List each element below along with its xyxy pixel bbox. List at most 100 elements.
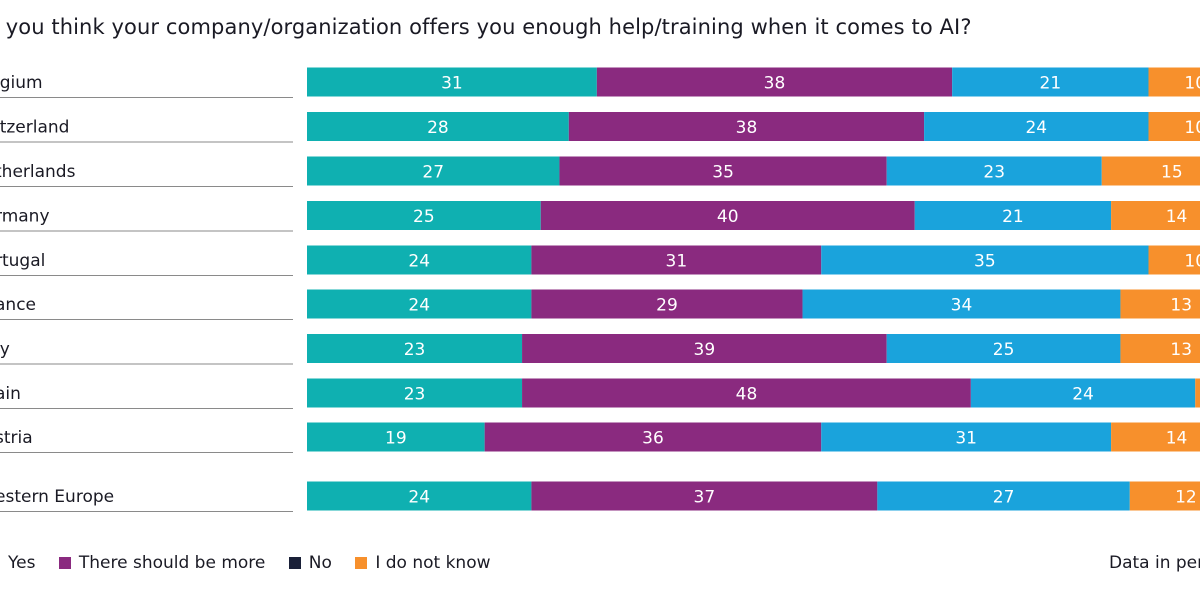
bar-rtugal-yes <box>307 245 532 275</box>
data-label-itzerland-no: 24 <box>1025 118 1047 138</box>
bar-itzerland-no <box>924 112 1149 141</box>
bar-ance-i-do-not-know <box>1120 289 1200 319</box>
bar-ly-there-should-be-more <box>522 334 887 363</box>
legend-label-there-should-be-more: There should be more <box>78 553 266 573</box>
data-label-ance-i-do-not-know: 13 <box>1170 296 1192 316</box>
data-label-itzerland-i-do-not-know: 10 <box>1184 118 1200 138</box>
bar-ance-yes <box>307 289 532 319</box>
data-label-therlands-i-do-not-know: 15 <box>1161 163 1183 183</box>
chart-legend: Yes There should be more No I do not kno… <box>0 553 509 575</box>
data-label-ly-yes: 23 <box>404 340 426 360</box>
category-label-itzerland: itzerland <box>0 118 69 138</box>
bar-itzerland-i-do-not-know <box>1148 112 1200 141</box>
data-label-estern-europe-yes: 24 <box>408 488 430 508</box>
bar-lgium-no <box>952 67 1149 97</box>
data-label-ance-yes: 24 <box>408 296 430 316</box>
data-label-lgium-no: 21 <box>1040 74 1062 94</box>
data-label-stria-i-do-not-know: 14 <box>1166 429 1188 449</box>
data-label-ain-there-should-be-more: 48 <box>736 385 758 405</box>
bar-rmany-yes <box>307 201 541 230</box>
bar-rmany-there-should-be-more <box>540 201 915 230</box>
category-label-ain: ain <box>0 384 21 404</box>
bar-rtugal-i-do-not-know <box>1148 245 1200 275</box>
category-label-rtugal: rtugal <box>0 251 45 271</box>
data-unit-note: Data in per <box>1109 553 1200 573</box>
bar-ain-yes <box>307 378 523 408</box>
bar-therlands-i-do-not-know <box>1101 156 1200 186</box>
data-label-rtugal-yes: 24 <box>408 252 430 272</box>
legend-item-there-should-be-more: There should be more <box>58 553 266 573</box>
data-label-rtugal-no: 35 <box>974 252 996 272</box>
category-label-rmany: rmany <box>0 207 50 227</box>
data-label-itzerland-yes: 28 <box>427 118 449 138</box>
category-label-ly: ly <box>0 340 10 360</box>
bar-therlands-no <box>886 156 1102 186</box>
bar-ly-no <box>886 334 1121 363</box>
bar-estern-europe-i-do-not-know <box>1129 481 1200 511</box>
legend-label-no: No <box>308 553 332 573</box>
chart-title: o you think your company/organization of… <box>0 15 972 39</box>
bar-estern-europe-yes <box>307 481 532 511</box>
data-label-rmany-i-do-not-know: 14 <box>1166 207 1188 227</box>
bar-ain-i-do-not-know <box>1195 378 1200 408</box>
bar-estern-europe-no <box>877 481 1130 511</box>
bar-lgium-there-should-be-more <box>596 67 953 97</box>
data-label-lgium-yes: 31 <box>441 74 463 94</box>
category-label-stria: stria <box>0 428 33 448</box>
data-label-therlands-there-should-be-more: 35 <box>712 163 734 183</box>
bar-rmany-i-do-not-know <box>1111 201 1200 230</box>
bar-itzerland-yes <box>307 112 569 141</box>
bar-stria-i-do-not-know <box>1111 422 1200 452</box>
bar-therlands-there-should-be-more <box>559 156 887 186</box>
category-label-lgium: lgium <box>0 73 43 93</box>
data-label-ain-yes: 23 <box>404 385 426 405</box>
data-label-estern-europe-i-do-not-know: 12 <box>1175 488 1197 508</box>
bar-ain-there-should-be-more <box>522 378 971 408</box>
data-label-stria-no: 31 <box>955 429 977 449</box>
bar-lgium-i-do-not-know <box>1148 67 1200 97</box>
bar-stria-yes <box>307 422 485 452</box>
legend-swatch-there-should-be-more <box>58 557 71 569</box>
data-label-ly-there-should-be-more: 39 <box>694 340 716 360</box>
category-label-therlands: therlands <box>0 162 76 182</box>
data-label-ance-no: 34 <box>951 296 973 316</box>
bar-stria-no <box>821 422 1112 452</box>
bar-therlands-yes <box>307 156 560 186</box>
data-label-stria-there-should-be-more: 36 <box>642 429 664 449</box>
data-label-estern-europe-no: 27 <box>993 488 1015 508</box>
bar-itzerland-there-should-be-more <box>568 112 925 141</box>
data-label-rmany-there-should-be-more: 40 <box>717 207 739 227</box>
legend-item-yes: Yes <box>0 553 35 573</box>
data-label-lgium-there-should-be-more: 38 <box>764 74 786 94</box>
bar-estern-europe-there-should-be-more <box>531 481 878 511</box>
data-label-rtugal-i-do-not-know: 10 <box>1184 252 1200 272</box>
bar-rmany-no <box>914 201 1112 230</box>
data-label-rtugal-there-should-be-more: 31 <box>666 252 688 272</box>
data-label-lgium-i-do-not-know: 10 <box>1184 74 1200 94</box>
bar-stria-there-should-be-more <box>484 422 822 452</box>
data-label-ly-no: 25 <box>993 340 1015 360</box>
category-label-estern-europe: estern Europe <box>0 487 114 507</box>
data-label-rmany-no: 21 <box>1002 207 1024 227</box>
legend-item-i-do-not-know: I do not know <box>355 553 491 573</box>
bar-ain-no <box>970 378 1196 408</box>
legend-swatch-i-do-not-know <box>355 557 368 569</box>
legend-label-i-do-not-know: I do not know <box>375 553 491 573</box>
legend-item-no: No <box>288 553 332 573</box>
data-label-ly-i-do-not-know: 13 <box>1170 340 1192 360</box>
data-label-therlands-yes: 27 <box>422 163 444 183</box>
data-label-therlands-no: 23 <box>983 163 1005 183</box>
bar-ance-there-should-be-more <box>531 289 803 319</box>
data-label-ain-no: 24 <box>1072 385 1094 405</box>
data-label-ance-there-should-be-more: 29 <box>656 296 678 316</box>
bar-lgium-yes <box>307 67 597 97</box>
bar-rtugal-no <box>821 245 1149 275</box>
data-label-estern-europe-there-should-be-more: 37 <box>694 488 716 508</box>
legend-label-yes: Yes <box>8 553 36 573</box>
data-label-rmany-yes: 25 <box>413 207 435 227</box>
bar-ly-yes <box>307 334 523 363</box>
bar-ly-i-do-not-know <box>1120 334 1200 363</box>
bar-ance-no <box>802 289 1121 319</box>
legend-swatch-no <box>288 557 301 569</box>
